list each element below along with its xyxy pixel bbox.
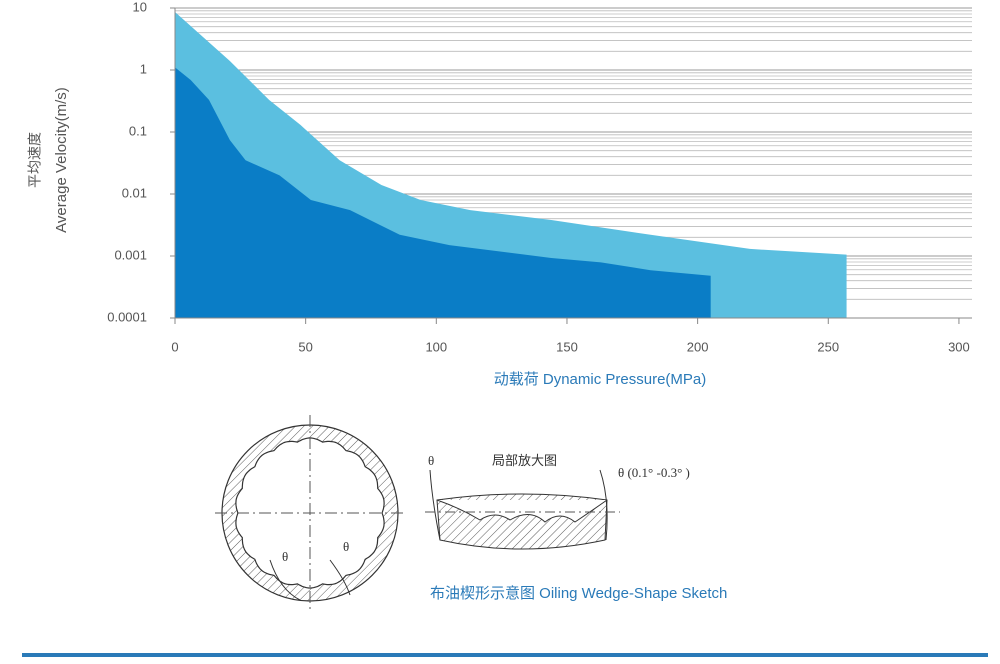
y-label-en: Average Velocity(m/s) [53,87,70,233]
y-tick-label: 0.01 [122,185,147,200]
y-tick-label: 1 [140,61,147,76]
x-tick-label: 100 [425,339,447,354]
angle-arc [269,559,301,601]
theta: θ [343,539,349,554]
x-tick-label: 50 [298,339,312,354]
x-tick-label: 300 [948,339,970,354]
theta: θ [428,453,434,468]
detail-angle: θ (0.1° -0.3° ) [618,465,690,480]
x-tick-label: 0 [171,339,178,354]
angle-arc [329,559,351,596]
footer-rule [22,653,988,657]
y-tick-label: 10 [133,0,147,14]
angle-arc [599,469,608,541]
detail-wedge [436,499,608,523]
detail-title: 局部放大图 [492,453,557,468]
x-tick-label: 250 [817,339,839,354]
area [175,67,711,318]
angle-arc [429,469,441,541]
y-tick-label: 0.001 [114,247,147,262]
x-tick-label: 200 [687,339,709,354]
y-tick-label: 0.0001 [107,309,147,324]
x-tick-label: 150 [556,339,578,354]
y-label-cn: 平均速度 [27,132,43,188]
y-tick-label: 0.1 [129,123,147,138]
x-label: 动载荷 Dynamic Pressure(MPa) [494,371,707,388]
diagram: θ θ θ 局部放大图 θ (0.1° -0.3° ) 布油楔形示意图 Oili… [215,415,727,610]
theta: θ [282,549,288,564]
diagram-caption: 布油楔形示意图 Oiling Wedge-Shape Sketch [430,584,727,602]
